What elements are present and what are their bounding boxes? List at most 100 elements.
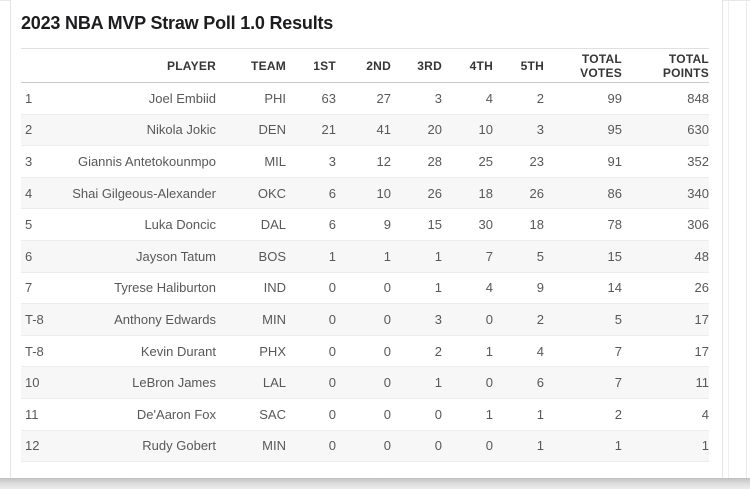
cell-fourth-place: 25 [442,145,493,178]
cell-player: LeBron James [65,366,216,399]
cell-team: MIL [216,145,286,178]
cell-rank: 1 [21,82,65,115]
table-row: 2 Nikola Jokic DEN 21 41 20 10 3 95 630 [21,114,709,147]
cell-third-place: 15 [391,208,442,241]
cell-rank: 6 [21,240,65,273]
cell-second-place: 0 [336,303,391,336]
cell-fifth-place: 26 [493,177,544,210]
cell-player: Luka Doncic [65,208,216,241]
cell-fourth-place: 0 [442,303,493,336]
cell-second-place: 27 [336,82,391,115]
cell-fifth-place: 1 [493,430,544,463]
cell-third-place: 3 [391,82,442,115]
cell-fifth-place: 6 [493,366,544,399]
cell-fourth-place: 30 [442,208,493,241]
cell-player: Jayson Tatum [65,240,216,273]
cell-total-points: 630 [622,114,709,147]
cell-total-votes: 5 [544,303,622,336]
cell-first-place: 0 [286,430,336,463]
cell-total-points: 4 [622,398,709,431]
cell-first-place: 0 [286,303,336,336]
results-card: 2023 NBA MVP Straw Poll 1.0 Results PLAY… [10,0,723,478]
table-row: 10 LeBron James LAL 0 0 1 0 6 7 11 [21,366,709,399]
column-header-first-place: 1ST [286,48,336,83]
cell-player: Tyrese Haliburton [65,272,216,305]
table-row: 6 Jayson Tatum BOS 1 1 1 7 5 15 48 [21,240,709,273]
cell-team: OKC [216,177,286,210]
table-row: 3 Giannis Antetokounmpo MIL 3 12 28 25 23 91 352 [21,145,709,178]
page-title: 2023 NBA MVP Straw Poll 1.0 Results [21,13,334,33]
cell-third-place: 0 [391,430,442,463]
cell-player: Shai Gilgeous-Alexander [65,177,216,210]
table-header-row: PLAYER TEAM 1ST 2ND 3RD 4TH 5TH TOTAL VOTES TOTA… [21,48,709,83]
cell-first-place: 6 [286,177,336,210]
cell-total-points: 26 [622,272,709,305]
cell-third-place: 20 [391,114,442,147]
cell-fifth-place: 5 [493,240,544,273]
cell-rank: 12 [21,430,65,463]
cell-fourth-place: 0 [442,366,493,399]
cell-rank: 11 [21,398,65,431]
cell-player: Rudy Gobert [65,430,216,463]
cell-rank: 2 [21,114,65,147]
cell-total-points: 17 [622,303,709,336]
cell-total-points: 306 [622,208,709,241]
table-row: 1 Joel Embiid PHI 63 27 3 4 2 99 848 [21,82,709,115]
cell-fifth-place: 2 [493,303,544,336]
cell-first-place: 3 [286,145,336,178]
cell-fourth-place: 1 [442,335,493,368]
cell-player: Nikola Jokic [65,114,216,147]
cell-total-points: 340 [622,177,709,210]
cell-team: PHX [216,335,286,368]
column-header-player: PLAYER [65,48,216,83]
cell-total-votes: 7 [544,335,622,368]
cell-third-place: 1 [391,240,442,273]
cell-second-place: 12 [336,145,391,178]
cell-first-place: 0 [286,272,336,305]
cell-team: IND [216,272,286,305]
cell-rank: 5 [21,208,65,241]
cell-fourth-place: 18 [442,177,493,210]
cell-rank: 7 [21,272,65,305]
page-right-edge-line [746,1,747,478]
outer-frame-line [728,1,729,478]
cell-team: PHI [216,82,286,115]
column-header-third-place: 3RD [391,48,442,83]
cell-rank: 10 [21,366,65,399]
cell-fourth-place: 10 [442,114,493,147]
cell-total-votes: 1 [544,430,622,463]
cell-second-place: 0 [336,272,391,305]
cell-third-place: 28 [391,145,442,178]
cell-first-place: 63 [286,82,336,115]
cell-total-votes: 15 [544,240,622,273]
cell-rank: T-8 [21,303,65,336]
cell-player: Anthony Edwards [65,303,216,336]
cell-third-place: 2 [391,335,442,368]
cell-fourth-place: 4 [442,82,493,115]
cell-second-place: 41 [336,114,391,147]
cell-team: DAL [216,208,286,241]
cell-player: De'Aaron Fox [65,398,216,431]
cell-total-points: 352 [622,145,709,178]
cell-fifth-place: 1 [493,398,544,431]
cell-total-points: 17 [622,335,709,368]
cell-first-place: 0 [286,366,336,399]
cell-fifth-place: 4 [493,335,544,368]
column-header-second-place: 2ND [336,48,391,83]
table-row: T-8 Kevin Durant PHX 0 0 2 1 4 7 17 [21,335,709,368]
cell-first-place: 6 [286,208,336,241]
cell-fifth-place: 2 [493,82,544,115]
cell-total-votes: 2 [544,398,622,431]
table-row: 11 De'Aaron Fox SAC 0 0 0 1 1 2 4 [21,398,709,431]
cell-fourth-place: 0 [442,430,493,463]
cell-team: MIN [216,430,286,463]
table-row: T-8 Anthony Edwards MIN 0 0 3 0 2 5 17 [21,303,709,336]
column-header-total-points: TOTAL POINTS [622,48,709,83]
cell-total-points: 11 [622,366,709,399]
cell-first-place: 0 [286,335,336,368]
table-row: 5 Luka Doncic DAL 6 9 15 30 18 78 306 [21,208,709,241]
column-header-rank [21,48,65,83]
cell-second-place: 0 [336,335,391,368]
cell-team: SAC [216,398,286,431]
cell-second-place: 0 [336,366,391,399]
